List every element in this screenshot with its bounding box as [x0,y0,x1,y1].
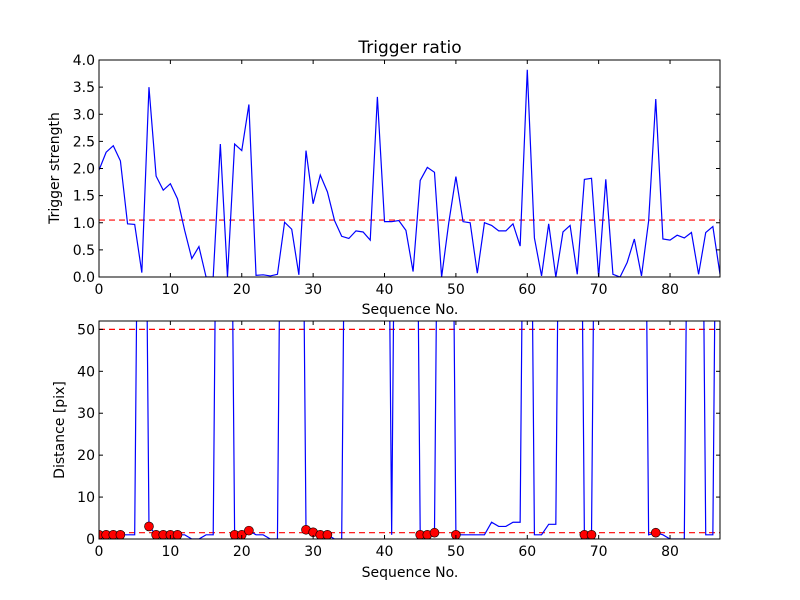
axes-frame [98,320,721,540]
data-marker [172,530,183,539]
data-marker [244,525,254,536]
trigger-ratio-chart: Trigger ratio Sequence No. Trigger stren… [47,38,721,318]
data-series-line [99,321,716,539]
x-tick-label: 70 [590,544,608,560]
data-marker [236,530,247,539]
x-tick-label: 40 [376,544,394,560]
x-tick-label: 40 [376,282,394,298]
data-series-line [99,69,720,277]
y-tick-label: 3.5 [73,80,95,96]
data-marker [429,527,440,538]
x-tick-label: 20 [233,282,251,298]
y-tick-label: 3.0 [73,107,95,123]
y-tick-label: 0.5 [73,243,95,259]
x-tick-label: 30 [304,282,322,298]
y-tick-label: 0.0 [73,270,95,286]
x-axis-label: Sequence No. [362,565,459,581]
axes-frame [98,59,721,278]
data-marker [144,521,154,532]
y-tick-label: 1.5 [73,189,95,205]
y-tick-label: 2.5 [73,134,95,150]
x-axis-label: Sequence No. [362,302,459,318]
x-tick-label: 0 [95,282,104,298]
x-tick-label: 70 [590,282,608,298]
x-tick-label: 60 [518,544,536,560]
x-tick-label: 30 [304,544,322,560]
y-axis-label: Trigger strength [47,112,63,225]
plot-content [99,321,720,539]
x-tick-label: 20 [233,544,251,560]
x-tick-label: 80 [661,544,679,560]
x-tick-label: 10 [161,544,179,560]
y-axis-label: Distance [pix] [52,381,68,479]
y-tick-label: 2.0 [73,162,95,178]
plot-area: 0 10 20 30 40 50 60 70 80 0.0 0.5 1.0 1.5 2.0 2.5 3.0 3.… [73,53,721,298]
x-tick-label: 50 [447,282,465,298]
distance-chart: Sequence No. Distance [pix] 0 10 20 30 40 50 6… [52,320,721,581]
y-tick-label: 4.0 [73,53,95,69]
data-marker [586,530,597,539]
plot-area: 0 10 20 30 40 50 60 70 80 0 10 20 30 40 50 [77,320,721,560]
y-tick-label: 20 [77,448,95,464]
x-tick-label: 60 [518,282,536,298]
x-tick-label: 80 [661,282,679,298]
data-marker [451,530,461,539]
y-tick-label: 40 [77,364,95,380]
data-marker [322,530,333,539]
y-tick-label: 1.0 [73,216,95,232]
x-tick-label: 0 [95,544,104,560]
chart-title: Trigger ratio [357,38,461,58]
plot-content [99,69,720,277]
x-tick-label: 50 [447,544,465,560]
y-tick-label: 10 [77,490,95,506]
y-tick-label: 30 [77,406,95,422]
y-tick-label: 0 [86,532,95,548]
data-marker [650,527,661,538]
x-tick-label: 10 [161,282,179,298]
data-marker [115,530,126,539]
y-tick-label: 50 [77,322,95,338]
